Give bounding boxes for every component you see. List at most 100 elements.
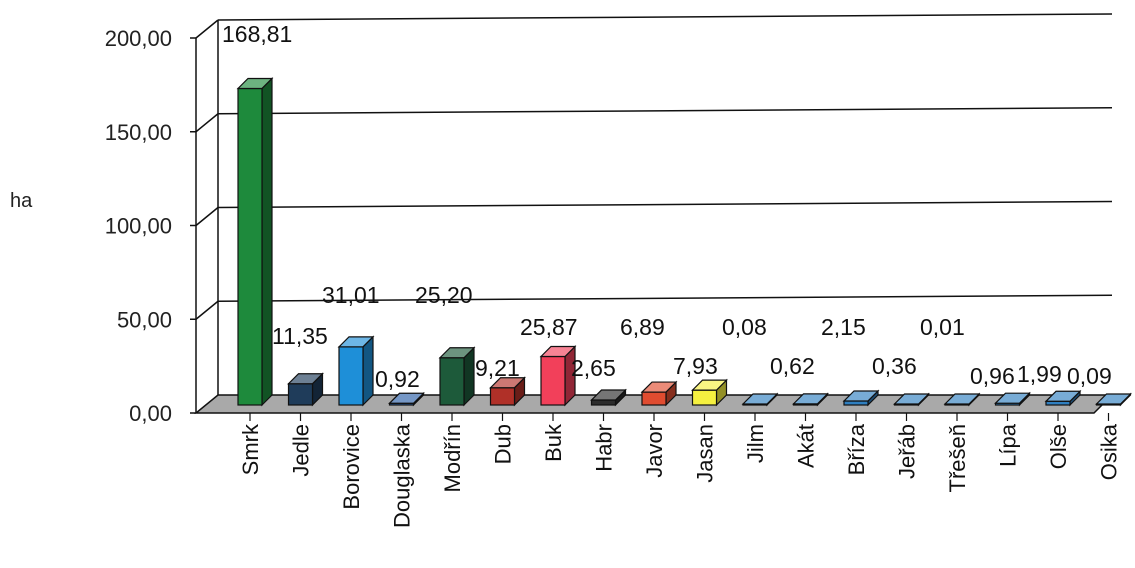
y-tick-label: 0,00 xyxy=(129,401,172,426)
bar-front xyxy=(590,399,617,406)
category-label: Dub xyxy=(491,424,516,464)
bar-třešeň xyxy=(943,392,981,407)
bar-buk xyxy=(539,345,577,407)
bar-top xyxy=(539,345,577,358)
bar-lípa xyxy=(994,391,1031,407)
bar-top xyxy=(691,379,728,391)
bar-front xyxy=(843,400,869,406)
bar-top xyxy=(640,381,678,393)
data-label: 25,20 xyxy=(415,282,473,308)
category-label: Borovice xyxy=(339,424,364,510)
bar-top xyxy=(792,393,829,405)
bar-bříza xyxy=(842,389,880,407)
category-label: Buk xyxy=(541,423,566,462)
category-label: Smrk xyxy=(238,423,263,475)
y-tick-label: 50,00 xyxy=(117,307,172,332)
category-label: Bříza xyxy=(844,423,869,475)
bar-side xyxy=(261,77,273,407)
data-label: 31,01 xyxy=(322,282,380,308)
bar-top xyxy=(1044,390,1082,402)
y-tick-label: 100,00 xyxy=(105,214,172,239)
bar-top xyxy=(994,392,1031,404)
data-label: 6,89 xyxy=(620,314,665,340)
data-label: 0,01 xyxy=(920,314,965,340)
bar-front xyxy=(489,387,516,406)
bar-olše xyxy=(1044,389,1082,407)
gridline-diagonal xyxy=(195,206,219,227)
category-label: Jilm xyxy=(743,424,768,463)
gridline-diagonal xyxy=(195,19,219,39)
gridlines xyxy=(195,13,1113,320)
data-label: 0,92 xyxy=(375,366,420,392)
bar-front xyxy=(641,391,667,406)
y-tick-label: 150,00 xyxy=(105,120,172,145)
category-label: Jedle xyxy=(289,424,314,477)
category-label: Douglaska xyxy=(390,423,415,528)
bar-dub xyxy=(489,376,526,407)
gridline xyxy=(217,107,1113,115)
y-axis-label: ha xyxy=(10,190,33,212)
category-label: Jasan xyxy=(693,424,718,483)
gridline-diagonal xyxy=(195,113,219,133)
bar-top xyxy=(741,393,779,405)
bar-javor xyxy=(640,380,678,407)
bar-top xyxy=(943,393,981,405)
data-label: 0,09 xyxy=(1067,363,1112,389)
bar-akát xyxy=(792,392,829,407)
bar-top xyxy=(842,390,880,402)
bar-douglaska xyxy=(388,391,425,407)
bar-top xyxy=(1095,393,1132,405)
category-label: Akát xyxy=(794,424,819,468)
data-label: 1,99 xyxy=(1017,361,1062,387)
category-label: Třešeň xyxy=(945,424,970,492)
bar-jedle xyxy=(287,372,324,407)
bar-top xyxy=(590,389,627,401)
bar-top xyxy=(287,373,324,385)
category-label: Javor xyxy=(642,424,667,478)
bar-front xyxy=(439,357,465,406)
bar-osika xyxy=(1095,392,1132,407)
bar-jilm xyxy=(741,392,779,407)
bar-top xyxy=(337,336,375,348)
data-label: 0,62 xyxy=(770,353,815,379)
bar-top xyxy=(438,347,476,359)
bar-side xyxy=(362,335,374,407)
bar-borovice xyxy=(337,335,375,407)
gridline xyxy=(217,200,1113,209)
data-label: 0,96 xyxy=(970,363,1015,389)
bar-top xyxy=(489,377,526,389)
y-tick-label: 200,00 xyxy=(105,26,172,51)
bar-smrk xyxy=(236,77,274,407)
category-label: Olše xyxy=(1046,424,1071,469)
data-label: 25,87 xyxy=(520,314,578,340)
bars xyxy=(236,77,1132,407)
data-label: 0,36 xyxy=(872,353,917,379)
data-label: 2,65 xyxy=(571,355,616,381)
axes xyxy=(190,20,1114,421)
category-label: Jeřáb xyxy=(895,424,920,479)
data-label: 168,81 xyxy=(222,21,292,47)
data-label: 2,15 xyxy=(821,314,866,340)
category-label: Lípa xyxy=(996,423,1021,467)
bar-front xyxy=(287,383,314,406)
bar-jasan xyxy=(691,378,728,407)
data-label: 7,93 xyxy=(673,353,718,379)
data-label: 0,08 xyxy=(722,314,767,340)
data-label: 11,35 xyxy=(272,323,328,349)
bar-habr xyxy=(590,388,627,407)
bar-top xyxy=(893,393,930,405)
bar-front xyxy=(237,87,263,406)
category-label: Osika xyxy=(1097,423,1122,480)
bar-top xyxy=(236,77,274,90)
y-tick-labels: 0,00 50,00 100,00 150,00 200,00 xyxy=(105,26,172,426)
bar-front xyxy=(691,389,718,406)
gridline xyxy=(217,294,1113,302)
gridline-diagonal xyxy=(195,300,219,320)
bar-front xyxy=(540,355,566,406)
bar-jeřáb xyxy=(893,392,930,407)
category-labels: Smrk Jedle Borovice Douglaska Modřín Dub Buk Ha… xyxy=(238,423,1122,528)
data-label: 9,21 xyxy=(475,355,520,381)
category-label: Modřín xyxy=(440,424,465,492)
